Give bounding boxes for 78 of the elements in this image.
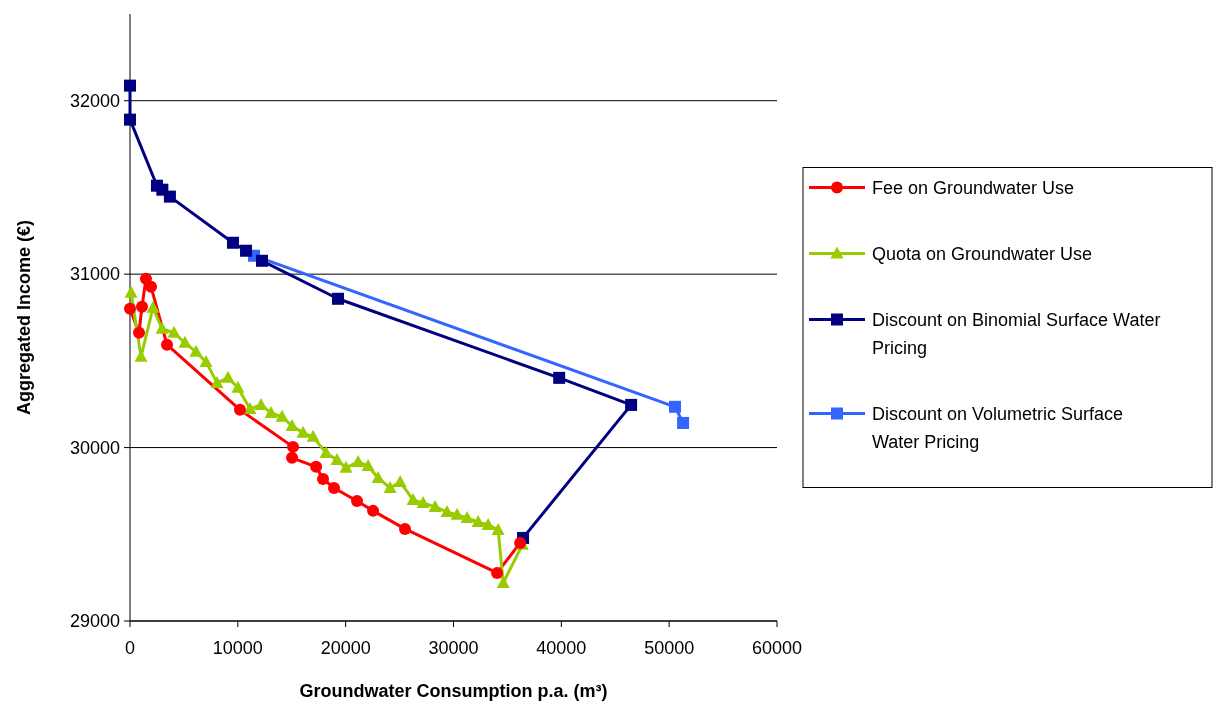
point [199, 354, 213, 367]
point [491, 522, 505, 535]
point [471, 514, 485, 527]
point [233, 403, 246, 416]
point [491, 566, 504, 579]
point [286, 451, 299, 464]
point [178, 335, 192, 348]
point [330, 452, 344, 465]
x-tick-label: 30000 [428, 638, 479, 658]
point [264, 405, 278, 418]
point [332, 292, 345, 305]
point [440, 504, 454, 517]
point [296, 425, 310, 438]
x-axis-title: Groundwater Consumption p.a. (m³) [299, 681, 608, 701]
point [231, 380, 245, 393]
point [210, 375, 224, 388]
y-tick-label: 29000 [69, 611, 120, 632]
point [496, 576, 510, 589]
point [668, 400, 681, 413]
point [145, 280, 158, 293]
point [371, 470, 385, 483]
point [254, 397, 268, 410]
x-tick-label: 60000 [751, 638, 803, 658]
point [124, 79, 136, 92]
point [146, 300, 160, 313]
y-tick-label: 31000 [69, 264, 120, 285]
point [135, 300, 148, 313]
point [398, 522, 411, 535]
point [350, 494, 363, 507]
point [240, 244, 253, 257]
point [285, 418, 299, 431]
point [416, 495, 430, 508]
point [450, 507, 464, 520]
point [243, 401, 257, 414]
point [189, 344, 203, 357]
x-tick-label: 20000 [320, 638, 371, 658]
legend-label: Discount on Volumetric Surface Water Pricing [872, 403, 1124, 452]
legend-label: Quota on Groundwater Use [872, 243, 1093, 264]
y-axis-title: Aggregated Income (€) [14, 219, 34, 416]
point [133, 326, 145, 339]
point [481, 517, 495, 530]
x-tick-label: 10000 [212, 638, 263, 658]
point [124, 113, 136, 126]
point [677, 416, 690, 429]
point [287, 440, 300, 453]
point [351, 454, 365, 467]
point [361, 458, 375, 471]
point [460, 510, 474, 523]
point [406, 492, 420, 505]
point [221, 370, 235, 383]
point [625, 398, 638, 411]
y-tick-label: 30000 [69, 437, 120, 458]
x-tick-label: 50000 [644, 638, 695, 658]
point [124, 302, 136, 315]
legend-label: Discount on Binomial Surface Water Pricing [872, 309, 1161, 358]
point [255, 254, 268, 267]
point [553, 371, 566, 384]
point [310, 460, 323, 473]
point [306, 429, 320, 442]
point [339, 460, 353, 473]
point [328, 481, 341, 494]
x-tick-label: 40000 [536, 638, 587, 658]
point [428, 499, 442, 512]
point [124, 285, 138, 298]
point [160, 338, 173, 351]
point [226, 236, 239, 249]
point [367, 504, 380, 517]
point [163, 190, 176, 203]
point [317, 472, 330, 485]
point [383, 480, 397, 493]
point [319, 445, 333, 458]
x-tick-label: 0 [124, 638, 136, 658]
point [393, 474, 407, 487]
point [275, 409, 289, 422]
y-tick-label: 32000 [69, 91, 120, 112]
point [167, 325, 181, 338]
legend-label: Fee on Groundwater Use [872, 177, 1075, 198]
point [155, 321, 169, 334]
